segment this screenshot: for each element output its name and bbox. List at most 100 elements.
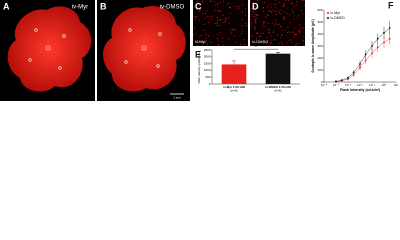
speck [210, 15, 212, 17]
speck [292, 32, 294, 34]
speck [249, 21, 251, 23]
speck [204, 17, 206, 19]
speck [229, 12, 231, 14]
speck [254, 15, 256, 17]
speck [246, 25, 248, 27]
speck [266, 17, 268, 19]
speck [235, 5, 237, 7]
speck [265, 45, 267, 47]
speck [297, 18, 299, 20]
y-tick-label: 1000 [204, 68, 211, 72]
speck [298, 43, 300, 45]
speck [207, 16, 209, 18]
speck [192, 16, 194, 18]
speck [269, 11, 271, 13]
speck [300, 10, 302, 12]
speck [222, 0, 224, 2]
speck [205, 33, 207, 35]
speck [256, 38, 258, 40]
x-tick-label: iv-Myr 1.56 mM [223, 85, 245, 89]
speck [229, 7, 231, 9]
speck [276, 23, 278, 25]
speck [254, 26, 256, 28]
speck [219, 25, 221, 27]
panel-label: D [252, 1, 259, 11]
speck [257, 14, 259, 16]
speck [228, 17, 230, 19]
speck [266, 41, 268, 43]
speck [291, 2, 293, 4]
y-tick-label: 400 [317, 32, 322, 36]
series-line [335, 27, 390, 82]
panel-caption: iv-Myr [72, 5, 88, 11]
speck [280, 41, 282, 43]
speck [299, 23, 301, 25]
speck [275, 11, 277, 13]
panel-label: F [388, 0, 394, 10]
y-tick-label: 1500 [204, 61, 211, 65]
panel-label: C [195, 1, 202, 11]
y-tick-label: 2000 [204, 55, 211, 59]
legend-swatch [327, 12, 329, 14]
speck [286, 41, 288, 43]
speck [222, 14, 224, 16]
speck [260, 32, 262, 34]
speck [283, 17, 285, 19]
x-tick-label: 10¹ [394, 83, 398, 87]
speck [214, 9, 216, 11]
speck [300, 27, 302, 29]
speck [241, 32, 243, 34]
speck [253, 27, 255, 29]
x-tick-label: iv-DMSO 1.56 mM [265, 85, 291, 89]
panel-caption: iv-DMSO [252, 39, 268, 44]
speck [254, 20, 256, 22]
speck [298, 30, 300, 32]
speck [254, 28, 256, 30]
speck [219, 31, 221, 33]
speck [207, 10, 209, 12]
speck [289, 14, 291, 16]
speck [289, 31, 291, 33]
speck [262, 7, 264, 9]
speck [201, 0, 203, 1]
speck [217, 33, 219, 35]
speck [281, 34, 283, 36]
speck [299, 31, 301, 33]
speck [303, 44, 305, 46]
speck [286, 32, 288, 34]
speck [213, 0, 215, 2]
speck [194, 27, 196, 29]
speck [199, 19, 201, 21]
speck [214, 22, 216, 24]
speck [244, 44, 246, 46]
speck [295, 3, 297, 5]
y-tick-label: 300 [317, 44, 322, 48]
series-line [335, 38, 390, 82]
panel-label: A [3, 1, 10, 11]
panel-d-bg [250, 0, 305, 46]
x-tick-label: 10⁻³ [345, 83, 351, 87]
speck [292, 31, 294, 33]
speck [238, 6, 240, 8]
speck [266, 37, 268, 39]
speck [294, 34, 296, 36]
speck [211, 18, 213, 20]
speck [218, 10, 220, 12]
y-tick-label: 0 [321, 80, 323, 84]
speck [284, 29, 286, 31]
speck [276, 13, 278, 15]
speck [275, 19, 277, 21]
speck [207, 21, 209, 23]
speck [273, 31, 275, 33]
panel-label: B [100, 1, 107, 11]
speck [265, 43, 267, 45]
y-tick-label: 600 [317, 8, 322, 12]
speck [193, 6, 195, 8]
speck [205, 40, 207, 42]
bar [221, 64, 247, 84]
speck [205, 37, 207, 39]
speck [287, 7, 289, 9]
speck [195, 18, 197, 20]
speck [277, 34, 279, 36]
speck [205, 13, 207, 15]
